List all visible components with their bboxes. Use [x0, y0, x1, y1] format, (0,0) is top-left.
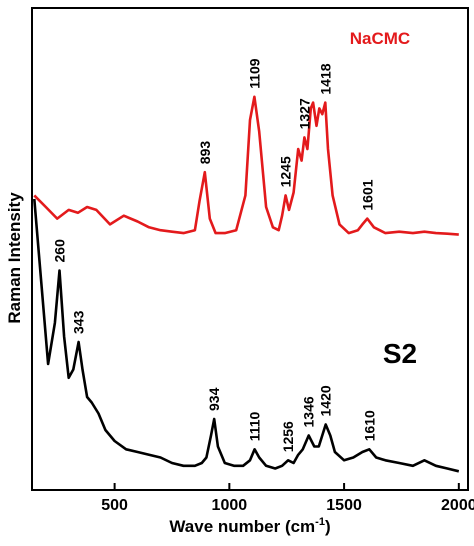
- x-axis-title-superscript: -1: [315, 516, 325, 528]
- plot-frame: [31, 7, 469, 491]
- peak-label-s2: 260: [52, 239, 68, 263]
- y-axis-title: Raman Intensity: [5, 192, 24, 324]
- peak-label-s2: 1346: [301, 396, 317, 427]
- x-tick-label: 500: [101, 497, 128, 514]
- series-label-s2: S2: [383, 338, 417, 369]
- series-label-nacmc: NaCMC: [350, 29, 410, 48]
- peak-label-s2: 1256: [280, 421, 296, 452]
- peak-label-s2: 1420: [318, 385, 334, 416]
- peak-label-nacmc: 1327: [296, 98, 312, 129]
- peak-labels: 893 1109 1245 1327 1418 1601 260 343 934 1110 1256…: [52, 58, 378, 452]
- peak-label-s2: 1610: [361, 410, 377, 441]
- peak-label-nacmc: 1109: [246, 58, 262, 89]
- x-tick-label: 1500: [326, 497, 362, 514]
- peak-label-nacmc: 893: [197, 141, 213, 165]
- x-axis-ticks: 500 1000 1500 2000: [101, 483, 474, 514]
- x-axis-title-main: Wave number (cm: [169, 517, 315, 536]
- x-tick-label: 1000: [212, 497, 248, 514]
- x-axis-title-end: ): [325, 517, 331, 536]
- peak-label-nacmc: 1245: [278, 156, 294, 187]
- peak-label-s2: 1110: [247, 411, 263, 441]
- s2-spectrum-line: [33, 198, 460, 473]
- x-axis-title: Wave number (cm-1): [169, 516, 330, 536]
- peak-label-s2: 934: [206, 387, 222, 411]
- peak-label-nacmc: 1601: [359, 179, 375, 210]
- x-tick-label: 2000: [441, 497, 474, 514]
- peak-label-s2: 343: [71, 310, 87, 334]
- peak-label-nacmc: 1418: [317, 63, 333, 94]
- nacmc-spectrum-line: [33, 95, 459, 236]
